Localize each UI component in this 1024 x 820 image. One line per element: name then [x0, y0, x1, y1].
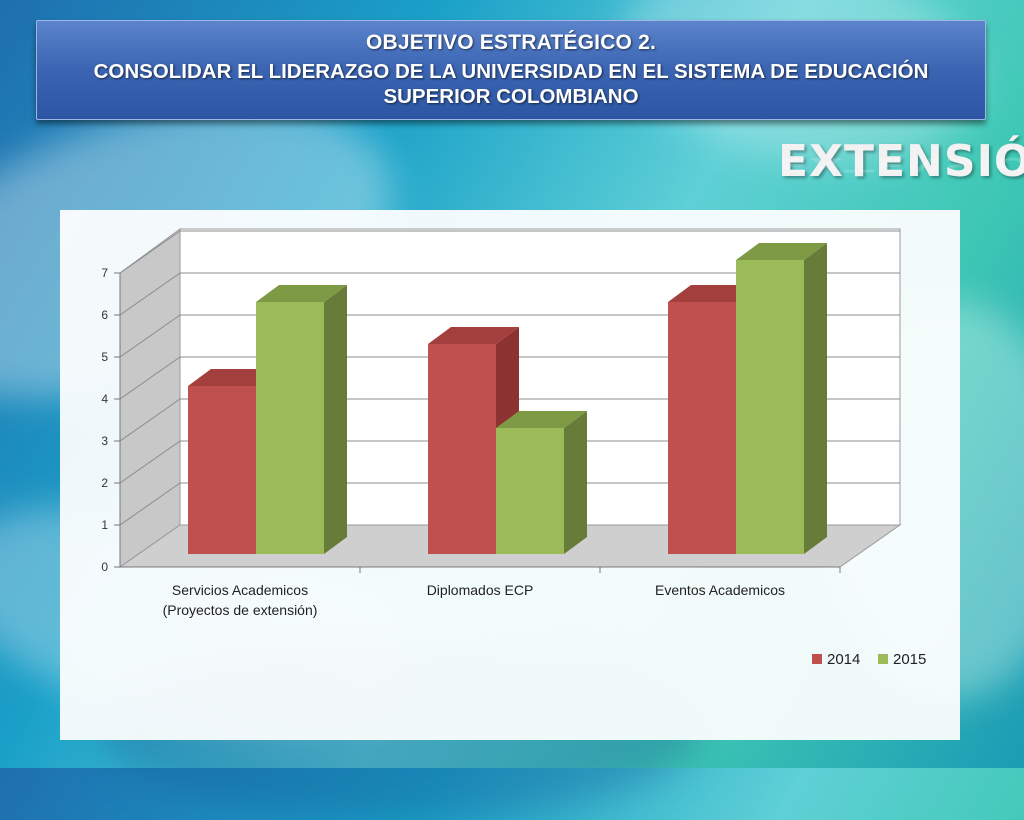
title-banner: OBJETIVO ESTRATÉGICO 2. CONSOLIDAR EL LI…	[36, 20, 986, 120]
gridline-side	[119, 230, 181, 274]
bar-top-2015	[736, 243, 827, 260]
bar-top-2015	[496, 411, 587, 428]
y-tick-label: 6	[101, 308, 108, 322]
x-category-label: Diplomados ECP	[427, 582, 534, 598]
bar-2015	[736, 260, 804, 554]
bar-side-2015	[804, 243, 827, 554]
y-tick-label: 3	[101, 434, 108, 448]
gridline-side	[119, 272, 181, 316]
bar-2014	[668, 302, 736, 554]
x-category-label: (Proyectos de extensión)	[163, 602, 318, 618]
bar-2015	[496, 428, 564, 554]
bar-2014	[188, 386, 256, 554]
objective-heading: OBJETIVO ESTRATÉGICO 2.	[365, 31, 657, 54]
y-tick-label: 7	[101, 266, 108, 280]
bar-top-2014	[428, 327, 519, 344]
objective-description-line-2: SUPERIOR COLOMBIANO	[383, 85, 639, 108]
bar-side-2015	[324, 285, 347, 554]
gridline-side	[119, 356, 181, 400]
legend-label-2015: 2015	[893, 651, 926, 668]
objective-description: CONSOLIDAR EL LIDERAZGO DE LA UNIVERSIDA…	[37, 59, 985, 109]
objective-description-line-1: CONSOLIDAR EL LIDERAZGO DE LA UNIVERSIDA…	[93, 60, 929, 83]
x-category-label: Servicios Academicos	[172, 582, 308, 598]
bar-chart: 0 1 2 3 4 5 6 7 Servicios Academicos (Proyectos d…	[101, 228, 926, 668]
gridline-side	[119, 440, 181, 484]
bar-side-2015	[564, 411, 587, 554]
bar-2015	[256, 302, 324, 554]
legend-swatch-2015	[878, 654, 888, 664]
y-tick-label: 1	[101, 518, 108, 532]
chart-panel: 0 1 2 3 4 5 6 7 Servicios Academicos (Proyectos d…	[60, 210, 960, 740]
section-title: EXTENSIÓN	[778, 136, 1024, 187]
y-tick-label: 4	[101, 392, 108, 406]
legend-swatch-2014	[812, 654, 822, 664]
legend-label-2014: 2014	[827, 651, 860, 668]
bar-2014	[428, 344, 496, 554]
section-title-reflection: EXTENSIÓN	[778, 153, 1024, 176]
y-tick-label: 5	[101, 350, 108, 364]
y-tick-label: 0	[101, 560, 108, 574]
gridline-side	[119, 398, 181, 442]
y-tick-label: 2	[101, 476, 108, 490]
gridline-side	[119, 482, 181, 526]
x-category-label: Eventos Academicos	[655, 582, 785, 598]
gridline-side	[119, 314, 181, 358]
bar-top-2015	[256, 285, 347, 302]
